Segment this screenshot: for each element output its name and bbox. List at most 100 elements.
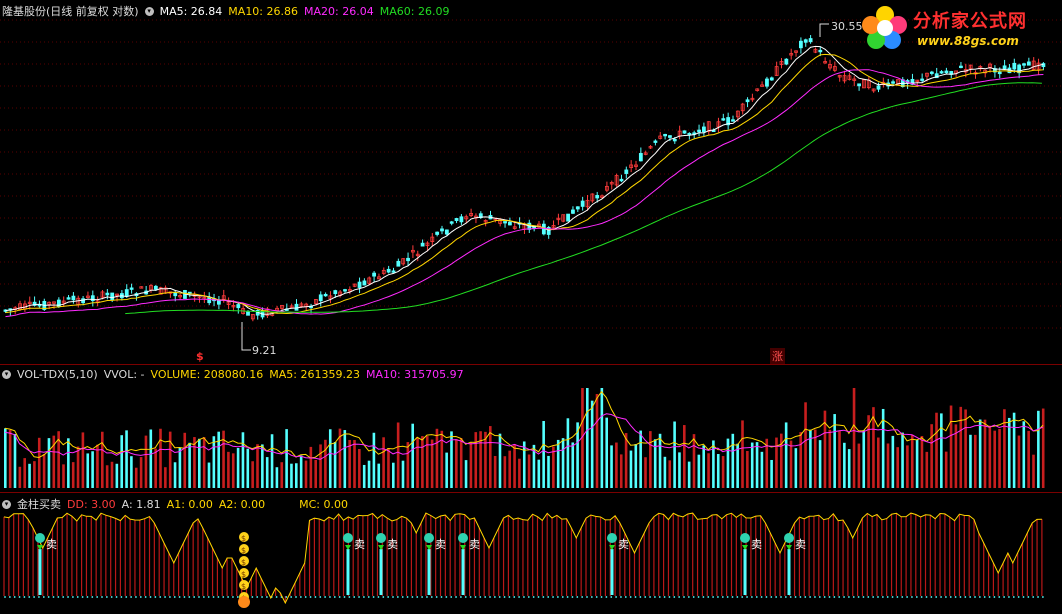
volume-bar [615,442,618,488]
volume-bar [367,460,371,488]
indicator-dot [891,596,894,598]
candle-body [571,209,575,214]
ma60-value: MA60: 26.09 [379,4,450,18]
volume-bar [62,464,65,488]
a1-value: A1: 0.00 [166,497,213,511]
candle-body [726,117,731,126]
volume-bar [304,460,308,488]
indicator-dot [1008,596,1010,598]
indicator-dot [644,596,647,598]
price-chart-pane[interactable]: 隆基股份(日线 前复权 对数) ▾ MA5: 26.84 MA10: 26.86… [0,0,1062,364]
volume-bar [4,428,7,488]
indicator-dot [435,596,438,598]
candle-body [740,103,745,112]
a-value: A: 1.81 [121,497,161,511]
volume-bar [101,431,104,488]
buy-coin-icon [239,568,249,578]
volume-bar [464,460,468,488]
candle-body [386,268,391,273]
volume-bar [949,405,953,488]
candle-body [595,195,600,199]
low-price-label: 9.21 [252,344,277,357]
volume-chart[interactable] [0,365,1062,493]
indicator-dot [513,596,516,598]
candle-body [648,146,653,149]
indicator-dot [974,596,976,598]
volume-bar [498,433,502,488]
volume-bar [940,413,943,488]
indicator-dot [687,596,690,598]
indicator-dot [702,596,705,598]
indicator-dot [266,596,268,598]
volume-bar [120,435,123,488]
indicator-dot [668,596,671,598]
candle-body [27,301,32,305]
candle-body [47,301,52,305]
indicator-dot [299,596,302,598]
volume-bar [508,450,511,488]
volume-bar [1041,408,1045,488]
volume-bar [542,421,545,488]
volume-bar [474,432,478,488]
volume-bar [455,439,458,488]
indicator-dot [13,596,16,598]
indicator-dot [639,596,642,598]
volume-bar [227,451,230,488]
indicator-dot [314,596,317,598]
indicator-dot [38,596,40,598]
indicator-dot [154,596,157,598]
candle-body [682,130,687,134]
price-chart[interactable] [0,0,1062,364]
volume-bar [522,441,526,488]
indicator-dot [809,596,811,598]
candle-body [605,186,609,191]
indicator-settings-icon[interactable]: ▾ [144,6,154,16]
volume-bar [222,430,225,488]
indicator-dot [430,596,433,598]
candle-body [1022,63,1026,66]
volume-bar [964,409,967,488]
volume-bar [76,446,80,488]
volume-bar [556,439,560,488]
volume-bar [198,438,201,488]
indicator-dot [586,596,588,598]
indicator-dot [983,596,986,598]
volume-chart-pane[interactable]: ▾ VOL-TDX(5,10) VVOL: - VOLUME: 208080.1… [0,364,1062,493]
candle-body [105,292,110,296]
indicator-dot [901,596,904,598]
logo-name: 分析家公式网 [913,11,1027,32]
indicator-dot [726,596,729,598]
indicator-dot [852,596,855,598]
candle-body [124,289,129,297]
volume-bar [552,446,555,488]
volume-value: VOLUME: 208080.16 [150,368,264,381]
volume-settings-icon[interactable]: ▾ [2,370,11,379]
candle-body [609,182,614,185]
candle-body [52,301,56,304]
volume-bar [974,434,977,488]
indicator-settings-icon-2[interactable]: ▾ [2,499,11,509]
indicator-dot [804,596,807,598]
indicator-dot [692,596,695,598]
ma60-line [125,82,1042,315]
sell-arrow-icon [378,545,384,550]
volume-bar [930,424,933,488]
indicator-dot [857,596,860,598]
volume-bar [959,406,963,488]
volume-bar [493,455,497,488]
volume-bar [910,434,914,488]
indicator-dot [57,596,60,598]
candle-body [289,305,294,309]
indicator-dot [464,596,467,598]
volume-bar [692,434,696,488]
indicator-dot [188,596,191,598]
indicator-dot [285,596,288,598]
indicator-dot [620,596,622,598]
candle-body [624,169,629,174]
indicator-dot [23,596,26,598]
volume-bar [818,440,822,488]
candle-body [415,253,420,257]
indicator-dot [945,596,947,598]
